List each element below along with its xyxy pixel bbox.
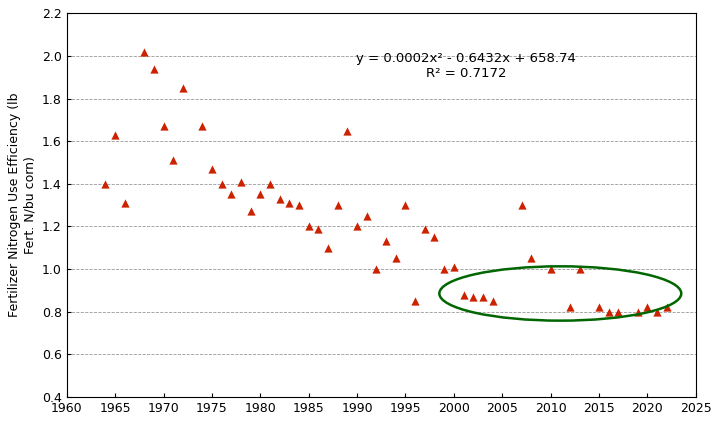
Point	[264, 180, 276, 187]
Point	[467, 293, 479, 300]
Point	[351, 223, 363, 230]
Point	[574, 266, 585, 272]
Point	[390, 255, 402, 262]
Point	[400, 202, 411, 209]
Point	[303, 223, 315, 230]
Point	[109, 132, 121, 138]
Point	[516, 202, 527, 209]
Point	[245, 208, 256, 215]
Point	[371, 266, 382, 272]
Point	[613, 308, 624, 315]
Point	[216, 180, 228, 187]
Point	[603, 308, 614, 315]
Point	[593, 304, 605, 311]
Point	[661, 304, 672, 311]
Point	[448, 264, 459, 270]
Point	[361, 212, 372, 219]
Point	[477, 293, 489, 300]
Point	[225, 191, 237, 198]
Point	[206, 165, 217, 172]
Point	[293, 202, 305, 209]
Point	[255, 191, 266, 198]
Point	[410, 297, 421, 304]
Point	[428, 233, 440, 240]
Point	[235, 178, 247, 185]
Point	[284, 200, 295, 206]
Point	[545, 266, 557, 272]
Point	[438, 266, 450, 272]
Point	[419, 225, 431, 232]
Point	[380, 238, 392, 244]
Point	[642, 304, 653, 311]
Point	[487, 297, 498, 304]
Text: y = 0.0002x² - 0.6432x + 658.74
R² = 0.7172: y = 0.0002x² - 0.6432x + 658.74 R² = 0.7…	[356, 52, 576, 80]
Point	[323, 244, 334, 251]
Point	[274, 195, 285, 202]
Point	[158, 123, 169, 129]
Point	[564, 304, 576, 311]
Point	[168, 157, 179, 164]
Point	[341, 127, 353, 134]
Point	[652, 308, 663, 315]
Point	[138, 48, 150, 55]
Point	[197, 123, 208, 129]
Point	[458, 291, 469, 298]
Y-axis label: Fertilizer Nitrogen Use Efficiency (lb
Fert. N/bu corn): Fertilizer Nitrogen Use Efficiency (lb F…	[9, 93, 36, 317]
Point	[526, 255, 537, 262]
Point	[332, 202, 343, 209]
Point	[312, 225, 324, 232]
Point	[119, 200, 130, 206]
Point	[148, 65, 160, 72]
Point	[177, 85, 189, 91]
Point	[632, 308, 644, 315]
Point	[99, 180, 111, 187]
